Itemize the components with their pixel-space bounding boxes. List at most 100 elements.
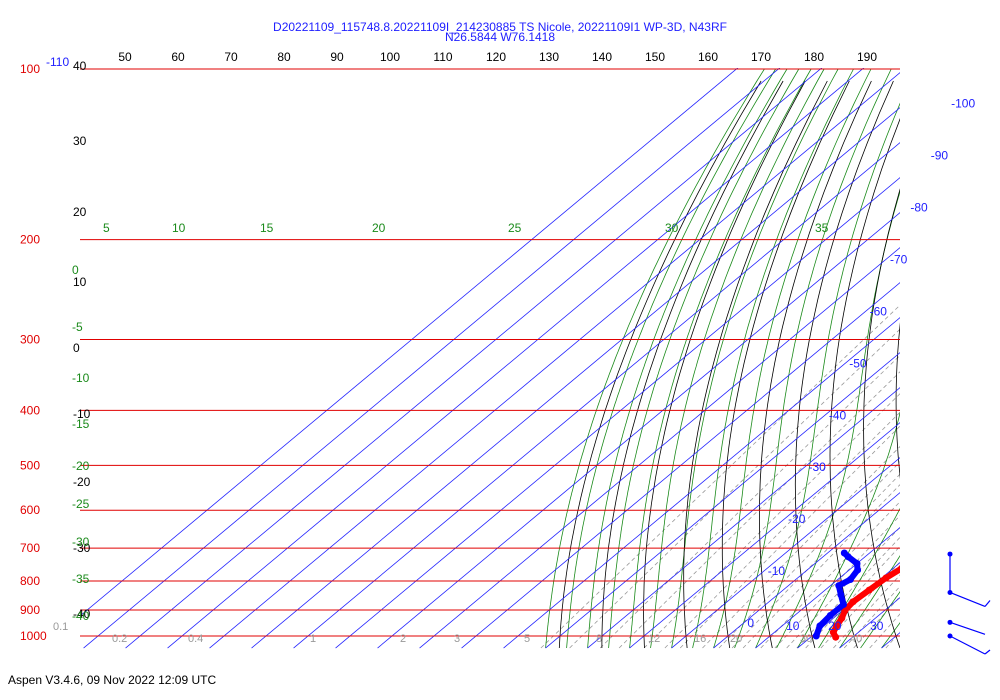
temperature-trace-point xyxy=(898,565,900,572)
mixing-ratio-line xyxy=(718,461,900,649)
dewpoint-trace-point xyxy=(812,632,820,640)
pressure-extra-label: -110 xyxy=(46,55,69,69)
mixing-ratio-label: 30 xyxy=(800,633,812,645)
mixing-ratio-line xyxy=(820,561,900,649)
moist-adiabat-line xyxy=(818,507,900,649)
moist-adiabat-line xyxy=(713,68,872,649)
isotherm-line xyxy=(671,457,900,649)
mixing-ratio-line xyxy=(679,425,900,649)
dry-adiabat-line xyxy=(643,80,806,649)
temperature-trace-point xyxy=(833,622,841,630)
dewpoint-trace-point xyxy=(837,591,845,598)
wind-barb-line xyxy=(949,635,986,655)
moist-adiabat-label: 15 xyxy=(260,221,274,235)
mixing-ratio-line xyxy=(731,473,900,649)
pressure-label: 200 xyxy=(20,233,40,247)
dry-adiabat-left-label: -40 xyxy=(73,607,91,621)
dry-adiabat-line xyxy=(928,81,986,648)
temperature-trace-point xyxy=(882,574,890,582)
dry-adiabat-line xyxy=(601,80,784,648)
isotherm-label: 10 xyxy=(786,619,800,633)
dewpoint-trace-point xyxy=(826,612,834,619)
theta-e-axis-label: 140 xyxy=(592,50,612,64)
isotherm-line xyxy=(80,68,739,617)
dry-adiabat-line xyxy=(988,81,1000,648)
dry-adiabat-left-label: 10 xyxy=(73,275,87,289)
isotherm-label: -90 xyxy=(931,148,949,162)
chart-title-line1: D20221109_115748.8.20221109I_214230885 T… xyxy=(273,20,727,34)
footer-text: Aspen V3.4.6, 09 Nov 2022 12:09 UTC xyxy=(8,673,217,687)
mixing-ratio-label: 12 xyxy=(648,633,660,645)
isotherm-line xyxy=(83,68,781,649)
isotherm-label: -80 xyxy=(910,200,928,214)
mixing-ratio-lines xyxy=(540,304,900,649)
moist-adiabat-line xyxy=(671,68,839,649)
moist-adiabat-line xyxy=(587,68,788,649)
theta-e-axis-label: 60 xyxy=(171,50,185,64)
temperature-trace-point xyxy=(838,614,846,622)
mixing-ratio-line xyxy=(885,631,900,649)
mixing-ratio-label: 5 xyxy=(524,633,530,645)
moist-adiabat-label: 30 xyxy=(665,221,679,235)
theta-e-axis-label: 100 xyxy=(380,50,400,64)
dry-adiabat-line xyxy=(558,80,762,649)
moist-adiabat-left-label: -10 xyxy=(72,371,90,385)
isotherm-line xyxy=(629,422,900,649)
isobars xyxy=(80,68,900,637)
theta-e-axis-label: 130 xyxy=(539,50,559,64)
moist-adiabat-label: 25 xyxy=(508,221,522,235)
wind-barb-flag xyxy=(984,649,991,655)
dewpoint-trace-point xyxy=(816,622,824,630)
theta-e-axis-label: 150 xyxy=(645,50,665,64)
isotherm-line xyxy=(251,107,900,649)
moist-adiabat-line xyxy=(608,68,800,649)
isotherm-line xyxy=(419,247,900,649)
moist-adiabat-line xyxy=(839,555,900,649)
mixing-ratio-line xyxy=(540,304,900,649)
isotherm-line xyxy=(587,387,900,649)
theta-e-axis-label: 50 xyxy=(118,50,132,64)
dry-adiabat-left-label: -10 xyxy=(73,407,91,421)
moist-adiabat-line xyxy=(650,68,825,649)
isotherm-line xyxy=(755,527,900,649)
mixing-ratio-line xyxy=(569,328,900,649)
axis-labels: 1002003004005006007008009001000-110-100-… xyxy=(20,50,975,645)
mixing-ratio-line xyxy=(742,484,900,649)
wind-barb-flag xyxy=(984,600,991,607)
mixing-ratio-label: 40 xyxy=(850,633,862,645)
mixing-ratio-line xyxy=(618,371,900,649)
wind-barb-point xyxy=(947,551,953,557)
isotherm-label: -10 xyxy=(768,564,786,578)
theta-e-axis-label: 170 xyxy=(751,50,771,64)
dry-adiabat-line xyxy=(863,188,900,649)
pressure-label: 500 xyxy=(20,458,40,472)
dry-adiabats xyxy=(558,80,1000,649)
isotherms xyxy=(80,56,1000,649)
isotherm-line xyxy=(125,68,823,649)
mixing-ratio-line xyxy=(869,613,900,649)
mixing-ratio-label: 0.4 xyxy=(188,633,203,645)
moist-adiabat-label: 10 xyxy=(172,221,186,235)
isotherm-label: -30 xyxy=(809,460,827,474)
dewpoint-trace-point xyxy=(854,566,862,574)
isotherm-line xyxy=(924,56,1000,648)
moist-adiabat-label: 35 xyxy=(815,221,829,235)
theta-e-axis-label: 180 xyxy=(804,50,824,64)
theta-e-axis-label: 90 xyxy=(330,50,344,64)
moist-adiabat-left-label: -40 xyxy=(72,609,90,623)
theta-e-axis-label: 80 xyxy=(277,50,291,64)
moist-adiabat-line xyxy=(692,68,854,649)
mixing-ratio-line xyxy=(796,536,900,649)
mixing-ratio-label: 16 xyxy=(694,633,706,645)
moist-adiabat-left-label: -35 xyxy=(72,572,90,586)
dewpoint-trace-point xyxy=(846,576,854,583)
wind-barb-line xyxy=(949,591,986,608)
dry-adiabat-left-label: -20 xyxy=(73,475,91,489)
isotherm-line xyxy=(167,68,865,649)
moist-adiabat-line xyxy=(629,68,812,649)
mixing-ratio-line xyxy=(805,545,900,649)
mixing-ratio-label: 0.1 xyxy=(53,621,68,633)
wind-barbs xyxy=(947,551,991,655)
mixing-ratio-line xyxy=(843,585,900,649)
